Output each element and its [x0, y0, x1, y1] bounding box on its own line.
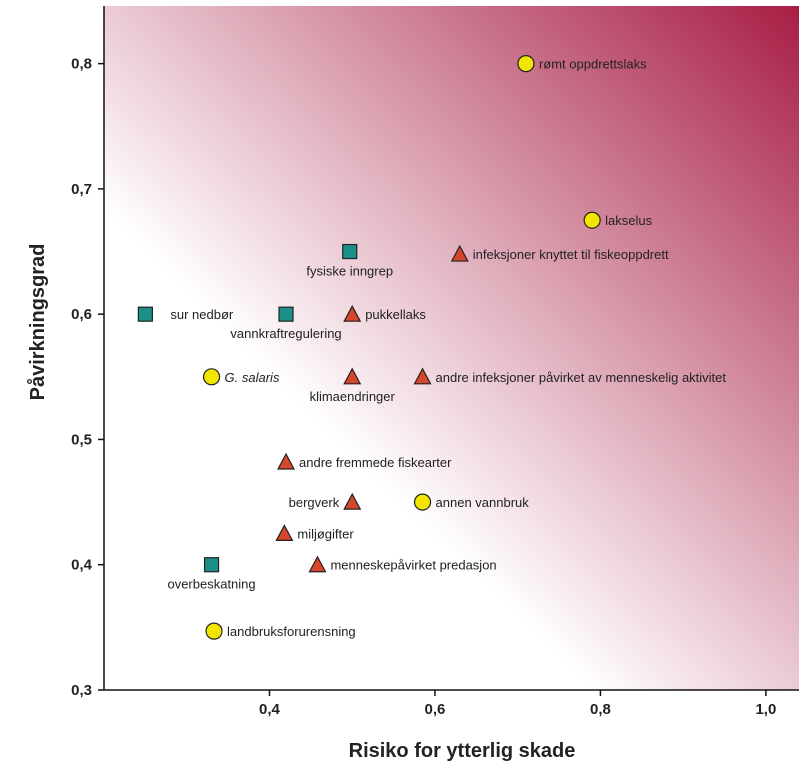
y-tick-label: 0,5 — [71, 431, 92, 448]
x-axis-title: Risiko for ytterlig skade — [349, 740, 576, 762]
point-label: andre fremmede fiskearter — [299, 455, 452, 470]
axes: 0,3 0,4 0,5 0,6 0,7 0,8 0,4 0,6 0,8 1,0 — [71, 6, 799, 718]
y-tick-label: 0,6 — [71, 306, 92, 323]
point-label: bergverk — [289, 495, 340, 510]
data-points: rømt oppdrettslaks lakselus G. salaris anne… — [137, 55, 727, 640]
x-tick-label: 0,4 — [259, 701, 281, 718]
point-label: sur nedbør — [170, 307, 234, 322]
y-tick-label: 0,4 — [71, 557, 93, 574]
square-marker — [137, 306, 153, 322]
square-marker — [278, 306, 294, 322]
point-label: overbeskatning — [167, 577, 255, 592]
point-label: lakselus — [605, 213, 652, 228]
point-label: fysiske inngrep — [306, 264, 393, 279]
point-label: landbruksforurensning — [227, 624, 356, 639]
square-marker — [342, 243, 358, 260]
point-label: infeksjoner knyttet til fiskeoppdrett — [473, 247, 669, 262]
triangle-marker — [343, 492, 362, 510]
point-label: pukkellaks — [365, 307, 426, 322]
triangle-marker — [308, 555, 327, 573]
y-tick-label: 0,7 — [71, 181, 92, 198]
x-tick-label: 1,0 — [755, 701, 776, 718]
point-label: miljøgifter — [297, 526, 354, 541]
circle-marker — [583, 211, 601, 229]
point-label: klimaendringer — [310, 389, 396, 404]
x-tick-label: 0,8 — [590, 701, 611, 718]
triangle-marker — [413, 367, 432, 385]
plot-background — [104, 6, 799, 690]
triangle-marker — [450, 244, 469, 262]
point-label: menneskepåvirket predasjon — [330, 558, 496, 573]
circle-marker — [205, 622, 223, 640]
square-marker — [203, 557, 220, 573]
triangle-marker — [343, 367, 362, 385]
triangle-marker — [343, 304, 362, 322]
y-axis-title: Påvirkningsgrad — [26, 244, 49, 401]
circle-marker — [202, 368, 221, 386]
triangle-marker — [275, 524, 294, 542]
y-tick-label: 0,3 — [71, 682, 92, 699]
x-tick-label: 0,6 — [425, 701, 446, 718]
point-label: annen vannbruk — [436, 495, 530, 510]
point-label: vannkraftregulering — [230, 326, 341, 341]
circle-marker — [517, 55, 535, 73]
point-label: rømt oppdrettslaks — [539, 57, 647, 72]
point-label: andre infeksjoner påvirket av menneskeli… — [436, 370, 727, 385]
y-tick-label: 0,8 — [71, 56, 92, 73]
circle-marker — [413, 493, 432, 511]
point-label: G. salaris — [225, 370, 280, 385]
triangle-marker — [277, 452, 296, 470]
